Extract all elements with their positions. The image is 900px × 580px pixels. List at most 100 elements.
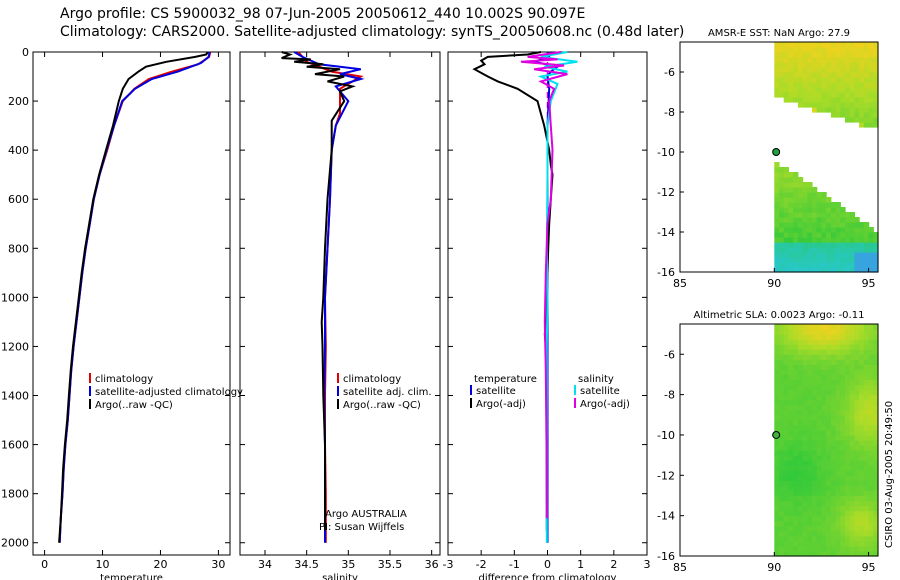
sst_map-cell (873, 72, 879, 78)
sst_map-cell (821, 222, 827, 228)
sst_map-cell (793, 77, 799, 83)
sst_map-cell (797, 252, 804, 258)
sla_map-cell (863, 359, 870, 365)
sla_map-cell (859, 525, 865, 532)
sst_map-cell (859, 257, 865, 263)
sst_map-cell (816, 47, 822, 53)
sla_map-cell (807, 324, 813, 330)
sla_map-cell (849, 354, 855, 360)
sla_map-cell (802, 404, 808, 411)
sla_map-ytick-label: -16 (657, 550, 675, 563)
sla_map-cell (873, 435, 879, 441)
sla_map-cell (849, 525, 855, 532)
sla_map-cell (793, 480, 799, 486)
sla_map-cell (830, 455, 837, 461)
sst_map-cell (821, 202, 827, 208)
sla_map-cell (868, 435, 874, 441)
sla_map-cell (807, 545, 813, 552)
sla_map-cell (797, 334, 804, 340)
sla_map-cell (863, 369, 870, 375)
sst_map-cell (845, 92, 851, 98)
sla_map-cell (779, 339, 785, 345)
sst_map-cell (816, 197, 822, 203)
sst_map-cell (849, 257, 855, 263)
sla_map-cell (812, 419, 818, 426)
sst_map-cell (802, 192, 808, 198)
sla_map-cell (845, 329, 851, 335)
salinity-annotation-pi: PI: Susan Wijffels (319, 522, 404, 533)
sla_map-cell (873, 455, 879, 461)
sla_map-cell (849, 409, 855, 416)
sla_map-cell (802, 445, 808, 451)
sst_map-cell (793, 52, 799, 58)
sla_map-cell (793, 510, 799, 517)
sst_map-cell (788, 227, 794, 233)
sla_map-cell (802, 384, 808, 391)
sst_map-cell (802, 202, 808, 208)
sst_map-cell (783, 247, 789, 253)
sla_map-cell (783, 349, 789, 355)
sla_map-cell (779, 404, 785, 411)
sst_map-cell (849, 92, 855, 98)
sla_map-cell (863, 399, 870, 406)
sla_map-cell (830, 334, 837, 340)
sla_map-cell (849, 399, 855, 406)
sst_map-cell (812, 57, 818, 63)
sst_map-cell (868, 97, 874, 103)
sla_map-cell (868, 364, 874, 370)
sla_map-cell (845, 409, 851, 416)
sst_map-cell (812, 72, 818, 78)
sst_map-cell (779, 232, 785, 238)
sla_map-cell (783, 545, 789, 552)
sst_map-cell (830, 207, 837, 213)
sla_map-cell (849, 465, 855, 471)
sst_map-cell (835, 112, 841, 118)
sla_map-cell (840, 510, 846, 517)
sla_map-cell (826, 394, 832, 401)
sst_map-cell (830, 232, 837, 238)
sla_map-cell (830, 354, 837, 360)
sst_map-cell (840, 107, 846, 113)
sst_map-cell (779, 82, 785, 88)
sst_map-cell (797, 42, 804, 48)
sst_map-cell (793, 62, 799, 68)
sla_map-cell (845, 465, 851, 471)
sst_map-cell (840, 252, 846, 258)
sla_map-cell (840, 440, 846, 446)
sst_map-cell (774, 252, 780, 258)
sla_map-cell (830, 475, 837, 481)
sla_map-cell (840, 515, 846, 522)
sla_map-cell (854, 495, 860, 502)
sla_map-cell (859, 495, 865, 502)
sla_map-cell (807, 470, 813, 476)
sst_map-cell (816, 242, 822, 248)
sla_map-cell (788, 505, 794, 512)
sla_map-cell (779, 440, 785, 446)
sla_map-cell (816, 520, 822, 527)
sst_map-cell (788, 42, 794, 48)
sla_map-cell (793, 374, 799, 380)
sst_map-xtick-label: 90 (767, 277, 781, 290)
sst_map-cell (788, 77, 794, 83)
sla_map-cell (830, 490, 837, 496)
sst_map-cell (840, 247, 846, 253)
sla_map-cell (859, 551, 865, 557)
sst_map-cell (830, 242, 837, 248)
sla_map-cell (812, 369, 818, 375)
sla_map-cell (797, 379, 804, 386)
salinity-xtick-label: 36 (425, 558, 439, 571)
sla_map-cell (793, 349, 799, 355)
sla_map-cell (835, 520, 841, 527)
sla_map-cell (830, 429, 837, 436)
sla_map-cell (783, 440, 789, 446)
sla_map-cell (774, 475, 780, 481)
sla_map-cell (826, 515, 832, 522)
sla_map-cell (830, 364, 837, 370)
sla_map-cell (868, 369, 874, 375)
sst_map-cell (835, 57, 841, 63)
sst_map-cell (793, 217, 799, 223)
sst_map-cell (793, 182, 799, 188)
sst_map-cell (807, 192, 813, 198)
sla_map-cell (830, 535, 837, 542)
